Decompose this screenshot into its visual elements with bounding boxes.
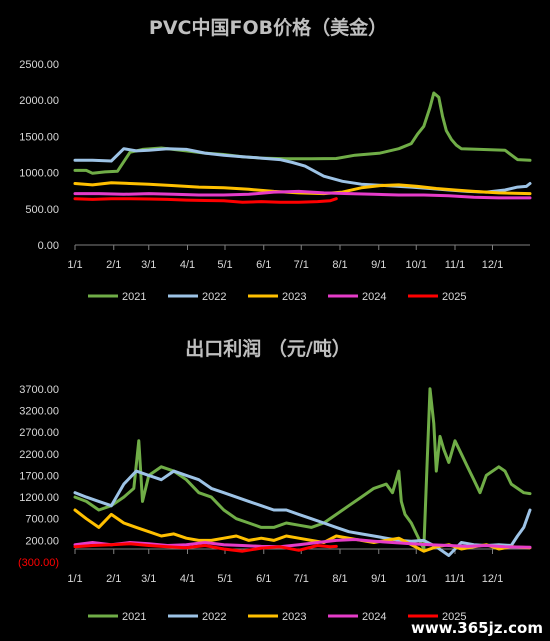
chart-2-x-tick-label: 5/1 [217, 573, 232, 585]
chart-2-x-tick-label: 4/1 [180, 573, 195, 585]
chart-2-y-tick-label: (300.00) [18, 557, 59, 569]
chart-1-legend-label-2025: 2025 [442, 291, 466, 303]
chart-1-x-tick-label: 10/1 [406, 259, 427, 271]
chart-2-legend-label-2024: 2024 [362, 611, 386, 623]
chart-1-x-tick-label: 7/1 [294, 259, 309, 271]
chart-2-series-2024 [73, 538, 532, 549]
chart-2-x-tick-label: 11/1 [445, 573, 466, 585]
chart-1-x-tick-label: 3/1 [141, 259, 156, 271]
chart-2-x-tick-label: 1/1 [67, 573, 82, 585]
chart-1-legend-label-2021: 2021 [122, 291, 146, 303]
chart-1-x-tick-label: 12/1 [482, 259, 503, 271]
chart-2-y-tick-label: 700.00 [25, 514, 59, 526]
chart-2-legend-label-2023: 2023 [282, 611, 306, 623]
chart-1-plot: 0.00 500.00 1000.00 1500.00 2000.00 2500.00 1/… [19, 59, 532, 303]
chart-1-x-tick-label: 1/1 [67, 259, 82, 271]
chart-2-title: 出口利润 （元/吨） [185, 337, 351, 360]
chart-2-y-tick-label: 2700.00 [19, 427, 59, 439]
chart-2-legend-label-2022: 2022 [202, 611, 226, 623]
chart-1-y-tick-label: 2000.00 [19, 95, 59, 107]
chart-1-series-2021 [73, 91, 532, 175]
chart-1-y-tick-label: 2500.00 [19, 59, 59, 71]
chart-2-x-tick-label: 6/1 [256, 573, 271, 585]
chart-2-y-tick-label: 3700.00 [19, 384, 59, 396]
chart-1-y-tick-label: 1500.00 [19, 131, 59, 143]
chart-2-y-tick-label: 3200.00 [19, 405, 59, 417]
chart-1-y-tick-label: 500.00 [25, 204, 59, 216]
chart-2-y-tick-label: 200.00 [25, 535, 59, 547]
chart-1-x-tick-label: 9/1 [371, 259, 386, 271]
chart-1-series-2025 [73, 197, 338, 204]
chart-1-x-tick-label: 4/1 [180, 259, 195, 271]
chart-1-title: PVC中国FOB价格（美金） [149, 16, 387, 39]
chart-2-series-2025 [73, 542, 338, 553]
chart-1-y-tick-label: 1000.00 [19, 168, 59, 180]
chart-2-y-tick-label: 1200.00 [19, 492, 59, 504]
chart-1-legend-label-2022: 2022 [202, 291, 226, 303]
chart-2-y-tick-label: 1700.00 [19, 470, 59, 482]
chart-1-x-tick-label: 11/1 [445, 259, 466, 271]
chart-2-x-tick-label: 2/1 [106, 573, 121, 585]
chart-2-x-tick-label: 8/1 [332, 573, 347, 585]
chart-1-x-tick-label: 2/1 [106, 259, 121, 271]
chart-2-x-tick-label: 9/1 [371, 573, 386, 585]
chart-1-legend-label-2024: 2024 [362, 291, 386, 303]
chart-2-legend-label-2025: 2025 [442, 611, 466, 623]
chart-2-series-2022 [73, 469, 532, 557]
chart-2-x-tick-label: 10/1 [406, 573, 427, 585]
chart-2-x-tick-label: 3/1 [141, 573, 156, 585]
chart-2-series-2021 [73, 387, 532, 551]
chart-2-x-tick-label: 7/1 [294, 573, 309, 585]
chart-2-plot: (300.00) 200.00 700.00 1200.00 1700.00 2200.0… [18, 384, 532, 623]
watermark-text: www.365jz.com [411, 619, 543, 637]
chart-1-y-tick-label: 0.00 [38, 240, 59, 252]
chart-1-series-2024 [73, 189, 532, 200]
chart-1-legend-label-2023: 2023 [282, 291, 306, 303]
chart-1-series-2022 [73, 147, 532, 194]
chart-2-y-tick-label: 2200.00 [19, 449, 59, 461]
chart-1-x-tick-label: 8/1 [332, 259, 347, 271]
chart-2-legend-label-2021: 2021 [122, 611, 146, 623]
chart-1-x-tick-label: 5/1 [217, 259, 232, 271]
chart-2-x-tick-label: 12/1 [482, 573, 503, 585]
chart-1-x-tick-label: 6/1 [256, 259, 271, 271]
